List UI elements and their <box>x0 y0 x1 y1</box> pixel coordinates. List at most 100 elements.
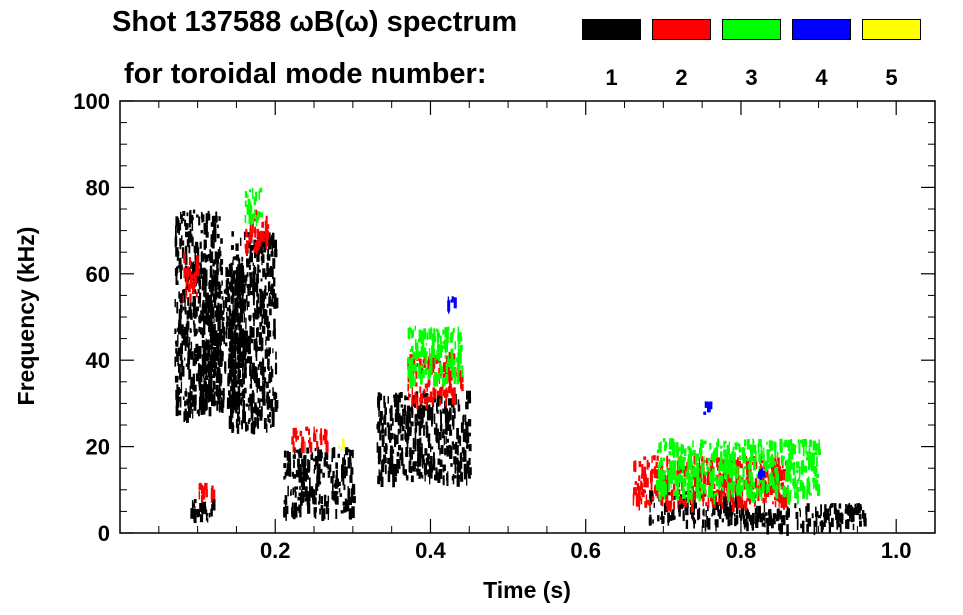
spectral-streak <box>184 400 187 407</box>
spectral-streak <box>240 397 243 406</box>
spectral-streak <box>741 447 744 459</box>
spectral-streak <box>672 466 674 476</box>
spectral-streak <box>767 484 770 493</box>
spectral-streak <box>759 460 762 465</box>
spectral-streak <box>766 449 769 456</box>
spectral-streak <box>257 239 259 245</box>
spectral-streak <box>707 505 709 512</box>
spectral-streak <box>238 356 242 361</box>
spectral-streak <box>418 454 422 467</box>
spectral-streak <box>178 319 182 325</box>
spectral-streak <box>422 347 427 358</box>
spectral-streak <box>203 359 206 367</box>
spectral-streak <box>661 511 663 517</box>
spectral-streak <box>189 337 191 345</box>
spectral-streak <box>637 485 641 492</box>
spectral-streak <box>724 508 727 517</box>
spectral-streak <box>227 293 231 303</box>
spectral-streak <box>272 258 276 269</box>
spectral-streak <box>728 489 730 500</box>
spectral-streak <box>247 207 249 216</box>
spectral-streak <box>301 441 304 454</box>
spectral-streak <box>192 296 196 308</box>
spectral-streak <box>404 430 407 440</box>
spectral-streak <box>448 351 451 357</box>
spectral-streak <box>190 209 192 215</box>
spectral-streak <box>209 249 212 254</box>
spectral-streak <box>189 329 192 333</box>
spectral-streak <box>394 464 398 476</box>
spectral-streak <box>189 231 191 243</box>
spectral-streak <box>714 519 717 526</box>
spectral-streak <box>468 390 471 401</box>
spectral-streak <box>186 266 190 278</box>
spectral-streak <box>691 487 693 500</box>
spectral-streak <box>271 293 274 303</box>
spectral-streak <box>696 462 699 472</box>
spectral-streak <box>447 326 450 331</box>
spectral-streak <box>458 461 462 471</box>
spectral-streak <box>339 493 342 497</box>
spectral-streak <box>429 365 433 374</box>
spectral-streak <box>241 272 245 280</box>
spectral-streak <box>395 394 398 404</box>
spectral-streak <box>188 257 191 266</box>
spectral-streak <box>411 449 415 455</box>
spectral-streak <box>180 381 183 393</box>
spectral-streak <box>299 486 301 490</box>
spectral-streak <box>705 502 708 507</box>
spectral-streak <box>291 503 294 516</box>
spectral-streak <box>726 499 728 505</box>
spectral-streak <box>450 463 453 467</box>
spectral-streak <box>214 310 216 317</box>
spectral-streak <box>205 303 208 316</box>
spectral-streak <box>288 452 291 463</box>
spectral-streak <box>236 423 240 434</box>
spectral-streak <box>234 279 238 291</box>
spectral-streak <box>738 443 741 450</box>
spectral-streak <box>205 338 207 344</box>
spectral-streak <box>445 374 449 385</box>
spectral-streak <box>187 231 190 243</box>
spectral-streak <box>215 255 219 259</box>
spectral-streak <box>414 354 418 361</box>
spectral-streak <box>197 509 201 517</box>
spectral-streak <box>204 281 207 293</box>
spectral-streak <box>778 501 780 508</box>
spectral-streak <box>743 483 746 490</box>
spectral-streak <box>308 437 311 448</box>
spectral-streak <box>662 470 666 480</box>
spectral-streak <box>682 488 686 499</box>
spectral-streak <box>284 472 287 478</box>
spectral-streak <box>445 355 448 364</box>
spectral-streak <box>234 406 236 413</box>
spectral-streak <box>211 215 215 226</box>
spectral-streak <box>257 249 260 260</box>
spectral-streak <box>243 411 246 424</box>
spectral-streak <box>256 383 258 393</box>
spectral-streak <box>431 367 435 373</box>
spectral-streak <box>187 223 189 230</box>
spectral-streak <box>249 291 253 296</box>
spectral-streak <box>379 472 383 481</box>
spectral-streak <box>244 361 247 370</box>
spectral-streak <box>241 330 245 342</box>
spectral-streak <box>240 421 243 426</box>
spectral-streak <box>444 363 447 370</box>
spectral-streak <box>736 442 739 446</box>
spectral-streak <box>245 275 248 280</box>
spectral-streak <box>408 367 412 379</box>
spectral-streak <box>212 347 217 353</box>
spectral-streak <box>846 505 849 512</box>
spectral-streak <box>214 223 217 235</box>
spectral-streak <box>458 474 461 479</box>
spectral-streak <box>418 367 422 376</box>
spectral-streak <box>734 482 737 494</box>
spectral-streak <box>789 456 792 469</box>
spectral-streak <box>742 453 746 463</box>
spectral-streak <box>213 231 217 238</box>
spectral-streak <box>175 398 179 408</box>
spectral-streak <box>313 468 315 474</box>
spectral-streak <box>299 507 302 518</box>
spectral-streak <box>205 353 209 362</box>
